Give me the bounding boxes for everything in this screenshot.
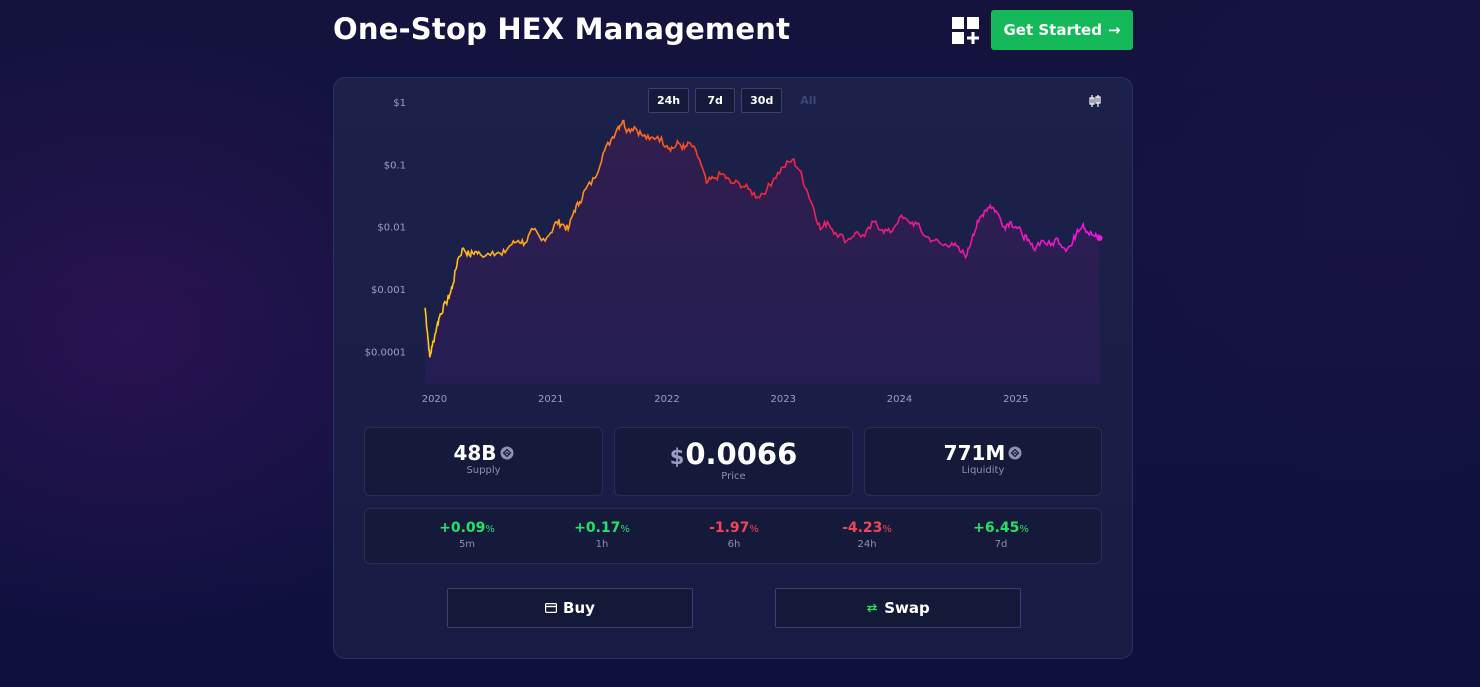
range-all-button[interactable]: All: [800, 94, 817, 107]
change-7d: +6.45% 7d: [956, 520, 1046, 550]
buy-button[interactable]: Buy: [447, 588, 693, 628]
change-7d-value: +6.45: [973, 520, 1020, 536]
price-label: Price: [721, 471, 746, 482]
change-6h: -1.97% 6h: [689, 520, 779, 550]
change-5m: +0.09% 5m: [422, 520, 512, 550]
supply-label: Supply: [466, 465, 501, 476]
page-title: One-Stop HEX Management: [333, 12, 791, 46]
x-tick-label: 2023: [771, 394, 796, 405]
y-tick-label: $0.01: [377, 223, 406, 234]
range-7d-button[interactable]: 7d: [695, 88, 736, 113]
candlestick-icon[interactable]: [1088, 94, 1102, 108]
range-24h-button[interactable]: 24h: [648, 88, 690, 113]
arrow-right-icon: →: [1107, 21, 1121, 39]
x-tick-label: 2022: [654, 394, 679, 405]
swap-button[interactable]: Swap: [775, 588, 1021, 628]
price-line: [424, 119, 1101, 358]
change-24h-label: 24h: [857, 539, 877, 550]
swap-arrows-icon: [867, 603, 878, 613]
change-1h: +0.17% 1h: [557, 520, 647, 550]
change-6h-label: 6h: [727, 539, 741, 550]
current-price-dot: [1096, 234, 1103, 241]
y-tick-label: $0.1: [384, 160, 406, 171]
change-1h-unit: %: [620, 524, 630, 535]
buy-label: Buy: [563, 599, 595, 617]
liquidity-stat: 771M Liquidity: [864, 427, 1102, 496]
x-tick-label: 2024: [887, 394, 912, 405]
price-chart[interactable]: $1 $0.1 $0.01 $0.001 $0.0001 2020 2021 2022 202…: [334, 78, 1134, 418]
range-30d-button[interactable]: 30d: [741, 88, 783, 113]
change-6h-unit: %: [749, 524, 759, 535]
change-1h-label: 1h: [595, 539, 609, 550]
hex-coin-icon: [500, 446, 514, 460]
change-24h-value: -4.23: [842, 520, 883, 536]
time-range-selector: 24h 7d 30d All: [648, 88, 828, 113]
price-value: 0.0066: [685, 437, 798, 471]
change-5m-unit: %: [485, 524, 495, 535]
y-tick-label: $1: [393, 98, 406, 109]
price-changes-panel: +0.09% 5m +0.17% 1h -1.97% 6h -4.23% 24h…: [364, 508, 1102, 564]
price-stat: $0.0066 Price: [614, 427, 853, 496]
change-24h: -4.23% 24h: [822, 520, 912, 550]
swap-label: Swap: [884, 599, 930, 617]
supply-stat: 48B Supply: [364, 427, 603, 496]
price-card: $1 $0.1 $0.01 $0.001 $0.0001 2020 2021 2022 202…: [333, 77, 1133, 659]
price-currency: $: [669, 445, 685, 469]
change-5m-value: +0.09: [439, 520, 486, 536]
change-24h-unit: %: [882, 524, 892, 535]
price-area: [425, 120, 1100, 384]
credit-card-icon: [545, 603, 558, 613]
change-5m-label: 5m: [458, 539, 476, 550]
change-1h-value: +0.17: [574, 520, 621, 536]
grid-add-icon[interactable]: [952, 17, 980, 45]
get-started-button[interactable]: Get Started →: [991, 10, 1133, 50]
y-tick-label: $0.001: [371, 285, 406, 296]
x-tick-label: 2020: [422, 394, 447, 405]
change-7d-unit: %: [1019, 524, 1029, 535]
liquidity-label: Liquidity: [961, 465, 1005, 476]
x-tick-label: 2021: [538, 394, 563, 405]
y-tick-label: $0.0001: [365, 347, 406, 358]
change-6h-value: -1.97: [709, 520, 750, 536]
liquidity-value: 771M: [943, 441, 1006, 465]
supply-value: 48B: [453, 441, 497, 465]
x-tick-label: 2025: [1003, 394, 1028, 405]
hex-coin-icon: [1008, 446, 1022, 460]
get-started-label: Get Started: [1003, 21, 1102, 39]
change-7d-label: 7d: [994, 539, 1008, 550]
